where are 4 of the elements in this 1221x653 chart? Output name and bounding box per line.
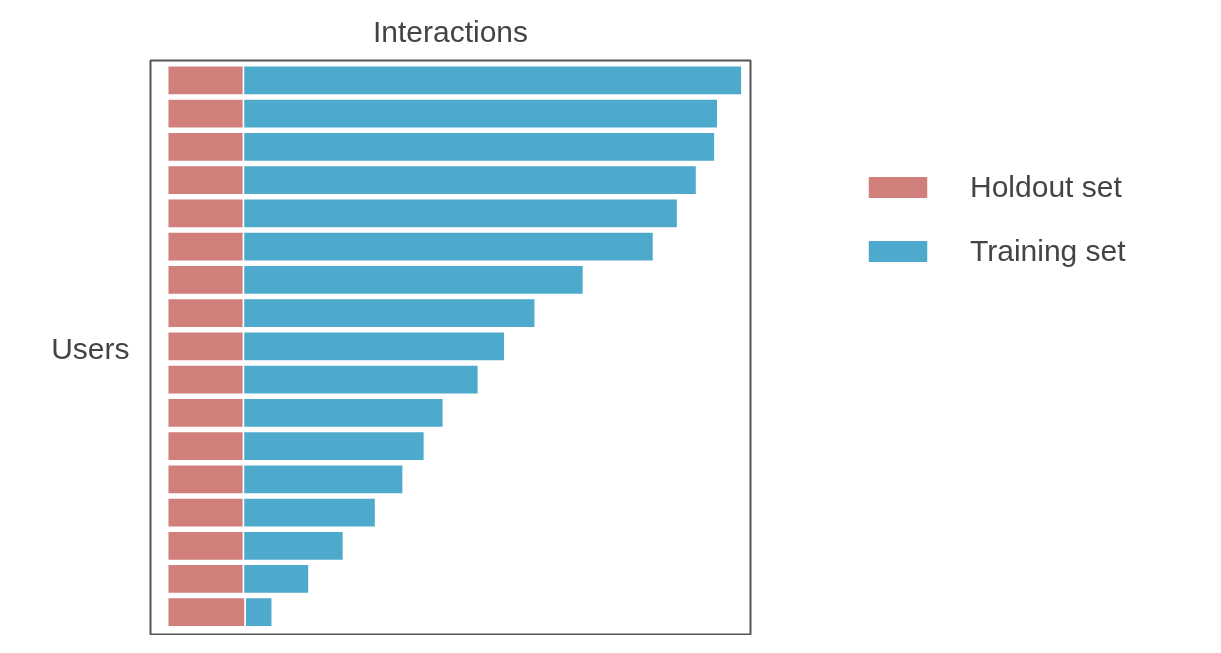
y-axis-title: Users [51, 331, 130, 365]
legend-label: Training set [970, 234, 1126, 268]
legend-label: Holdout set [970, 170, 1122, 204]
chart-title: Interactions [372, 15, 529, 48]
